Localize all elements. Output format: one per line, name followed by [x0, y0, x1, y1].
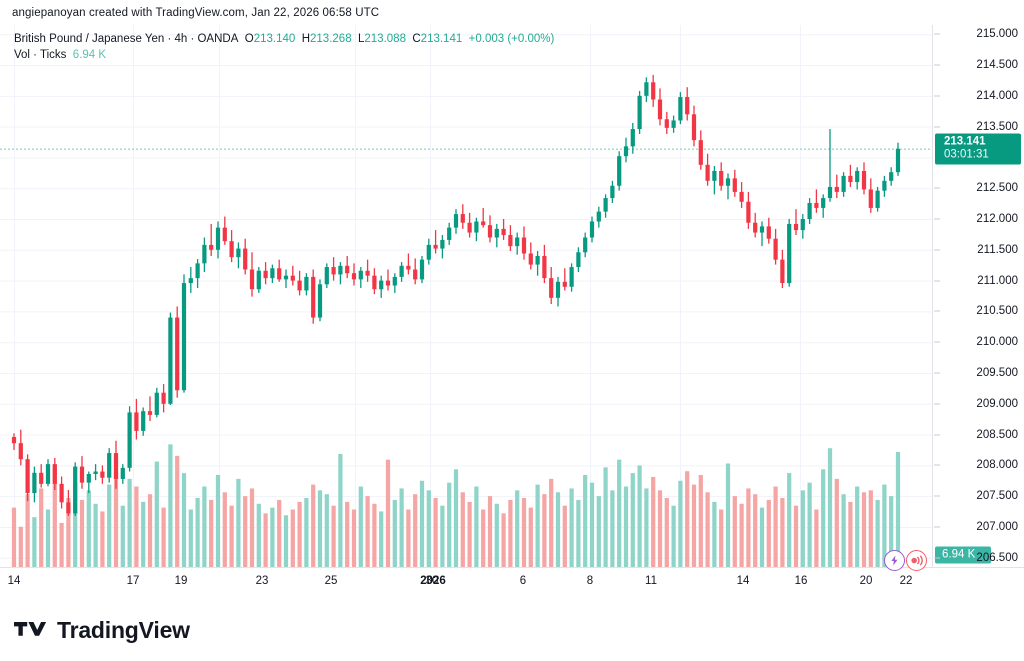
price-tick-label: 207.000 [976, 520, 1018, 533]
time-tick-label: 30 [425, 575, 439, 587]
attribution-text: angiepanoyan created with TradingView.co… [12, 7, 380, 19]
price-tick-label: 213.500 [976, 120, 1018, 133]
price-tick-label: 206.500 [976, 551, 1018, 564]
volume-value-badge: 6.94 K [935, 546, 991, 564]
lightning-bolt-glyph [891, 555, 898, 566]
candlestick-series [0, 74, 932, 516]
price-tick-dash [934, 495, 940, 497]
price-tick-label: 210.000 [976, 336, 1018, 349]
volume-series [11, 444, 901, 567]
price-tick-label: 214.000 [976, 89, 1018, 102]
price-tick-label: 211.500 [977, 243, 1018, 256]
broadcast-glyph [911, 555, 923, 566]
footer: TradingView [0, 599, 1024, 661]
time-tick-label: 23 [255, 575, 269, 587]
time-tick-label: 14 [736, 575, 750, 587]
time-tick-label: 25 [324, 575, 338, 587]
price-tick-dash [934, 403, 940, 405]
price-tick-dash [934, 126, 940, 128]
price-tick-label: 209.000 [976, 397, 1018, 410]
lightning-bolt-icon[interactable] [884, 550, 905, 571]
volume-badge-value: 6.94 K [942, 548, 976, 561]
time-scale[interactable]: 14 17 19 23 25 30 2026 6 8 11 14 16 20 22 [0, 567, 1024, 599]
time-tick-label: 8 [586, 575, 594, 587]
time-tick-label: 16 [794, 575, 808, 587]
price-scale[interactable]: 213.141 03:01:31 6.94 K 215.000 214.500 21… [932, 25, 1024, 567]
price-tick-dash [934, 341, 940, 343]
time-tick-label: 11 [645, 575, 657, 587]
tradingview-logo-icon [14, 621, 47, 636]
broadcast-icon[interactable] [906, 550, 927, 571]
time-tick-label: 6 [519, 575, 527, 587]
current-price-value: 213.141 [944, 135, 986, 148]
time-tick-label: 22 [899, 575, 913, 587]
time-tick-label: 20 [859, 575, 873, 587]
price-tick-dash [934, 526, 940, 528]
price-tick-label: 214.500 [976, 59, 1018, 72]
price-tick-label: 215.000 [976, 28, 1018, 41]
price-tick-dash [934, 464, 940, 466]
tradingview-wordmark: TradingView [57, 616, 190, 643]
price-tick-label: 209.500 [976, 366, 1018, 379]
price-tick-label: 207.500 [976, 490, 1018, 503]
time-tick-label: 19 [174, 575, 188, 587]
price-tick-label: 211.000 [977, 274, 1018, 287]
price-tick-label: 212.000 [976, 213, 1018, 225]
price-tick-dash [934, 434, 940, 436]
tradingview-logo[interactable]: TradingView [14, 617, 190, 644]
price-tick-label: 208.000 [976, 459, 1018, 472]
price-tick-dash [934, 218, 940, 220]
time-tick-label: 2026 [420, 575, 446, 587]
price-tick-dash [934, 64, 940, 66]
price-tick-dash [934, 310, 940, 312]
chart-pane[interactable] [0, 25, 932, 567]
price-tick-dash [934, 557, 940, 559]
price-tick-dash [934, 249, 940, 251]
price-tick-dash [934, 372, 940, 374]
price-tick-label: 210.500 [976, 305, 1018, 318]
current-price-badge: 213.141 03:01:31 [935, 133, 1021, 165]
time-tick-label: 14 [7, 575, 21, 587]
time-tick-label: 17 [126, 575, 140, 587]
chart-corner-badges [884, 550, 932, 572]
bar-countdown: 03:01:31 [944, 148, 989, 161]
chart-gridlines [0, 25, 932, 567]
price-tick-dash [934, 95, 940, 97]
price-tick-label: 212.500 [976, 182, 1018, 195]
price-tick-dash [934, 280, 940, 282]
price-tick-dash [934, 33, 940, 35]
price-tick-label: 208.500 [976, 428, 1018, 441]
price-tick-dash [934, 187, 940, 189]
